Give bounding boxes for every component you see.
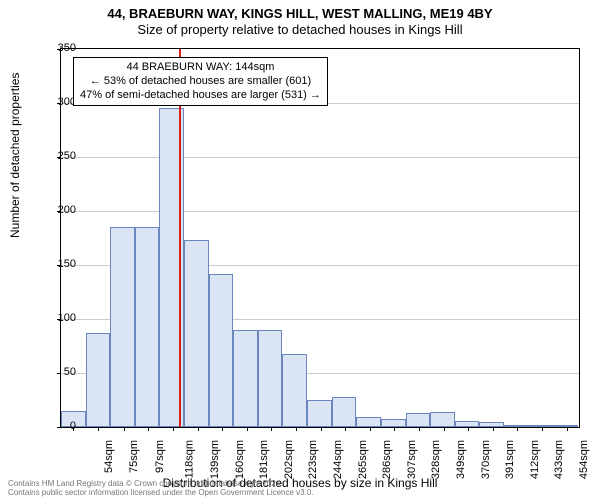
y-tick-label: 200: [36, 204, 76, 216]
x-tick: [493, 427, 494, 431]
x-tick-label: 307sqm: [406, 440, 418, 479]
x-tick-label: 54sqm: [103, 440, 115, 473]
x-tick: [124, 427, 125, 431]
x-tick-label: 244sqm: [332, 440, 344, 479]
histogram-bar: [529, 425, 554, 427]
x-tick: [247, 427, 248, 431]
histogram-bar: [307, 400, 332, 427]
x-tick-label: 328sqm: [431, 440, 443, 479]
x-tick-label: 349sqm: [455, 440, 467, 479]
histogram-bar: [406, 413, 431, 427]
x-tick: [271, 427, 272, 431]
title-address: 44, BRAEBURN WAY, KINGS HILL, WEST MALLI…: [0, 6, 600, 22]
x-tick-label: 97sqm: [154, 440, 166, 473]
histogram-bar: [184, 240, 209, 427]
x-tick: [567, 427, 568, 431]
x-tick-label: 223sqm: [308, 440, 320, 479]
x-tick: [517, 427, 518, 431]
x-tick-label: 181sqm: [258, 440, 270, 479]
y-tick-label: 100: [36, 312, 76, 324]
x-tick: [542, 427, 543, 431]
x-tick: [370, 427, 371, 431]
histogram-bar: [135, 227, 160, 427]
x-tick: [468, 427, 469, 431]
title-subtitle: Size of property relative to detached ho…: [0, 22, 600, 38]
x-tick: [444, 427, 445, 431]
histogram-bar: [455, 421, 480, 427]
footer-attribution: Contains HM Land Registry data © Crown c…: [8, 480, 314, 498]
histogram-bar: [110, 227, 135, 427]
histogram-bar: [553, 425, 578, 427]
x-tick: [173, 427, 174, 431]
grid-line: [61, 157, 579, 158]
histogram-bar: [332, 397, 357, 427]
x-tick: [222, 427, 223, 431]
x-tick-label: 75sqm: [128, 440, 140, 473]
histogram-bar: [282, 354, 307, 427]
x-tick: [345, 427, 346, 431]
y-tick-label: 50: [36, 366, 76, 378]
x-tick-label: 286sqm: [381, 440, 393, 479]
x-tick-label: 160sqm: [234, 440, 246, 479]
x-tick: [394, 427, 395, 431]
histogram-bar: [504, 425, 529, 427]
plot-area: 44 BRAEBURN WAY: 144sqm ← 53% of detache…: [60, 48, 580, 428]
histogram-bar: [381, 419, 406, 427]
x-tick-label: 139sqm: [209, 440, 221, 479]
y-axis-label: Number of detached properties: [8, 73, 22, 238]
x-tick-label: 412sqm: [529, 440, 541, 479]
x-tick-label: 118sqm: [184, 440, 196, 478]
footer-line: Contains public sector information licen…: [8, 489, 314, 498]
x-tick: [296, 427, 297, 431]
x-tick-label: 370sqm: [480, 440, 492, 479]
y-tick-label: 0: [36, 420, 76, 432]
x-tick: [98, 427, 99, 431]
histogram-bar: [356, 417, 381, 427]
annotation-line: 47% of semi-detached houses are larger (…: [80, 89, 321, 103]
x-tick-label: 265sqm: [357, 440, 369, 479]
x-tick: [321, 427, 322, 431]
histogram-bar: [430, 412, 455, 427]
annotation-box: 44 BRAEBURN WAY: 144sqm ← 53% of detache…: [73, 57, 328, 106]
annotation-line: 44 BRAEBURN WAY: 144sqm: [80, 61, 321, 75]
chart-container: 44, BRAEBURN WAY, KINGS HILL, WEST MALLI…: [0, 0, 600, 500]
histogram-bar: [479, 422, 504, 427]
x-tick-label: 433sqm: [554, 440, 566, 479]
x-tick: [198, 427, 199, 431]
y-tick-label: 150: [36, 258, 76, 270]
x-tick-label: 391sqm: [504, 440, 516, 479]
y-tick-label: 300: [36, 96, 76, 108]
x-tick: [419, 427, 420, 431]
histogram-bar: [86, 333, 111, 427]
annotation-line: ← 53% of detached houses are smaller (60…: [80, 75, 321, 89]
histogram-bar: [258, 330, 283, 427]
histogram-bar: [209, 274, 234, 427]
grid-line: [61, 211, 579, 212]
chart-title: 44, BRAEBURN WAY, KINGS HILL, WEST MALLI…: [0, 0, 600, 39]
x-tick-label: 202sqm: [283, 440, 295, 479]
x-tick: [148, 427, 149, 431]
y-tick-label: 250: [36, 150, 76, 162]
y-tick-label: 350: [36, 42, 76, 54]
x-tick-label: 454sqm: [578, 440, 590, 479]
histogram-bar: [233, 330, 258, 427]
